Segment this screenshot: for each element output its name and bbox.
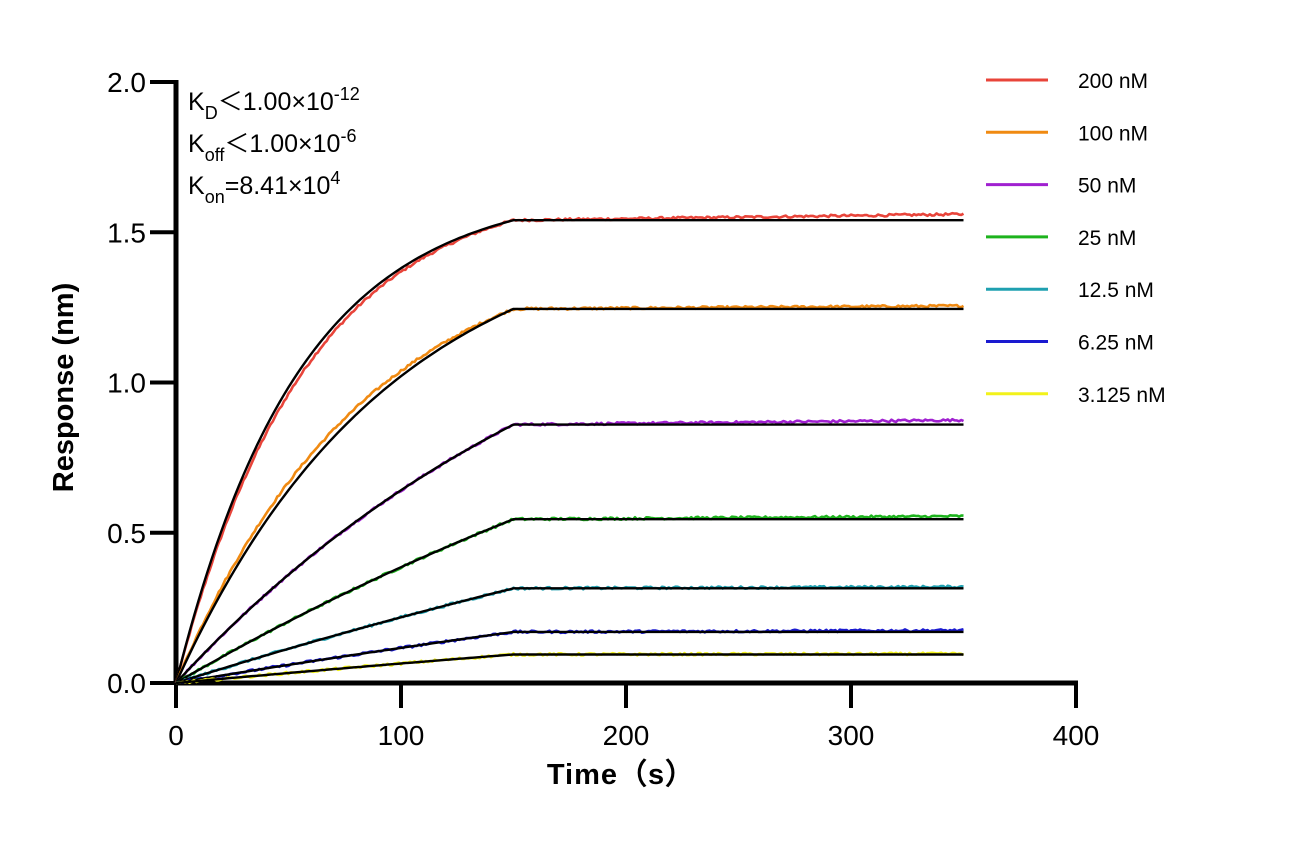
legend-label: 200 nM bbox=[1078, 70, 1148, 93]
y-tick-label: 0.5 bbox=[107, 518, 146, 549]
constant-exponent: 4 bbox=[330, 168, 340, 188]
data-line-0 bbox=[174, 211, 965, 684]
x-axis-title: Time（s） bbox=[547, 758, 695, 791]
legend: 200 nM 100 nM 50 nM 25 nM 12.5 nM 6.25 nM 3.12… bbox=[986, 70, 1166, 407]
kinetic-constant-on: Kon=8.41×104 bbox=[188, 168, 340, 207]
data-line-4 bbox=[175, 584, 964, 685]
fit-line-5 bbox=[175, 630, 964, 685]
legend-label: 25 nM bbox=[1078, 227, 1136, 250]
kinetic-constant-D: KD＜1.00×10-12 bbox=[188, 84, 360, 123]
legend-label: 100 nM bbox=[1078, 122, 1148, 145]
data-line-2 bbox=[175, 417, 965, 684]
y-tick-label: 0.0 bbox=[107, 668, 146, 699]
constant-symbol: K bbox=[188, 130, 205, 158]
y-axis-title: Response (nm) bbox=[48, 283, 80, 492]
fit-line-4 bbox=[175, 587, 964, 685]
legend-label: 6.25 nM bbox=[1078, 332, 1154, 355]
legend-item: 50 nM bbox=[986, 175, 1136, 198]
constant-symbol: K bbox=[188, 88, 205, 116]
legend-item: 6.25 nM bbox=[986, 332, 1154, 355]
constant-subscript: on bbox=[205, 187, 225, 207]
constant-subscript: off bbox=[205, 145, 226, 165]
axes: 0.0 0.5 1.0 1.5 2.0 0 100 200 300 400 Time（s） Respo… bbox=[48, 67, 1099, 791]
fit-line-6 bbox=[175, 653, 964, 685]
x-tick-label: 400 bbox=[1053, 720, 1100, 751]
legend-label: 3.125 nM bbox=[1078, 384, 1166, 407]
legend-label: 12.5 nM bbox=[1078, 279, 1154, 302]
data-line-1 bbox=[174, 303, 965, 684]
fit-line-3 bbox=[175, 518, 964, 685]
legend-item: 25 nM bbox=[986, 227, 1136, 250]
legend-item: 12.5 nM bbox=[986, 279, 1154, 302]
fit-line-1 bbox=[174, 307, 964, 684]
data-line-3 bbox=[175, 514, 964, 685]
constant-exponent: -6 bbox=[340, 126, 356, 146]
y-tick-label: 1.0 bbox=[107, 368, 146, 399]
constant-subscript: D bbox=[205, 103, 218, 123]
constant-value: =8.41×10 bbox=[225, 172, 331, 200]
legend-item: 200 nM bbox=[986, 70, 1148, 93]
constant-value: ＜1.00×10 bbox=[224, 130, 340, 158]
constant-symbol: K bbox=[188, 172, 205, 200]
data-line-5 bbox=[175, 627, 964, 685]
fit-line-2 bbox=[175, 423, 964, 684]
legend-label: 50 nM bbox=[1078, 175, 1136, 198]
kinetic-constant-off: Koff＜1.00×10-6 bbox=[188, 126, 356, 165]
legend-item: 3.125 nM bbox=[986, 384, 1166, 407]
x-tick-label: 200 bbox=[603, 720, 650, 751]
x-tick-label: 0 bbox=[168, 720, 184, 751]
x-tick-label: 100 bbox=[378, 720, 425, 751]
constant-value: ＜1.00×10 bbox=[218, 88, 334, 116]
data-line-6 bbox=[175, 651, 965, 685]
constant-exponent: -12 bbox=[334, 84, 360, 104]
y-tick-label: 2.0 bbox=[107, 67, 146, 98]
y-tick-label: 1.5 bbox=[107, 217, 146, 248]
fit-line-0 bbox=[174, 219, 964, 684]
x-tick-label: 300 bbox=[828, 720, 875, 751]
legend-item: 100 nM bbox=[986, 122, 1148, 145]
series-lines bbox=[174, 211, 965, 685]
